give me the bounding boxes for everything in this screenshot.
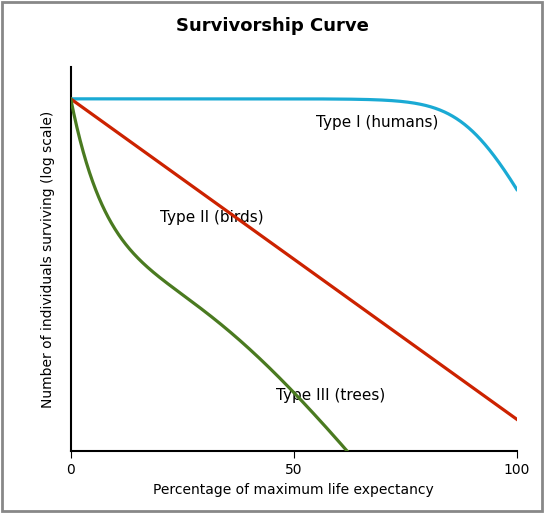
Text: Type I (humans): Type I (humans) [316,114,438,130]
Y-axis label: Number of individuals surviving (log scale): Number of individuals surviving (log sca… [41,110,55,408]
X-axis label: Percentage of maximum life expectancy: Percentage of maximum life expectancy [153,483,434,497]
Text: Type III (trees): Type III (trees) [276,388,385,404]
Text: Survivorship Curve: Survivorship Curve [176,16,368,35]
Text: Type II (birds): Type II (birds) [160,210,263,225]
